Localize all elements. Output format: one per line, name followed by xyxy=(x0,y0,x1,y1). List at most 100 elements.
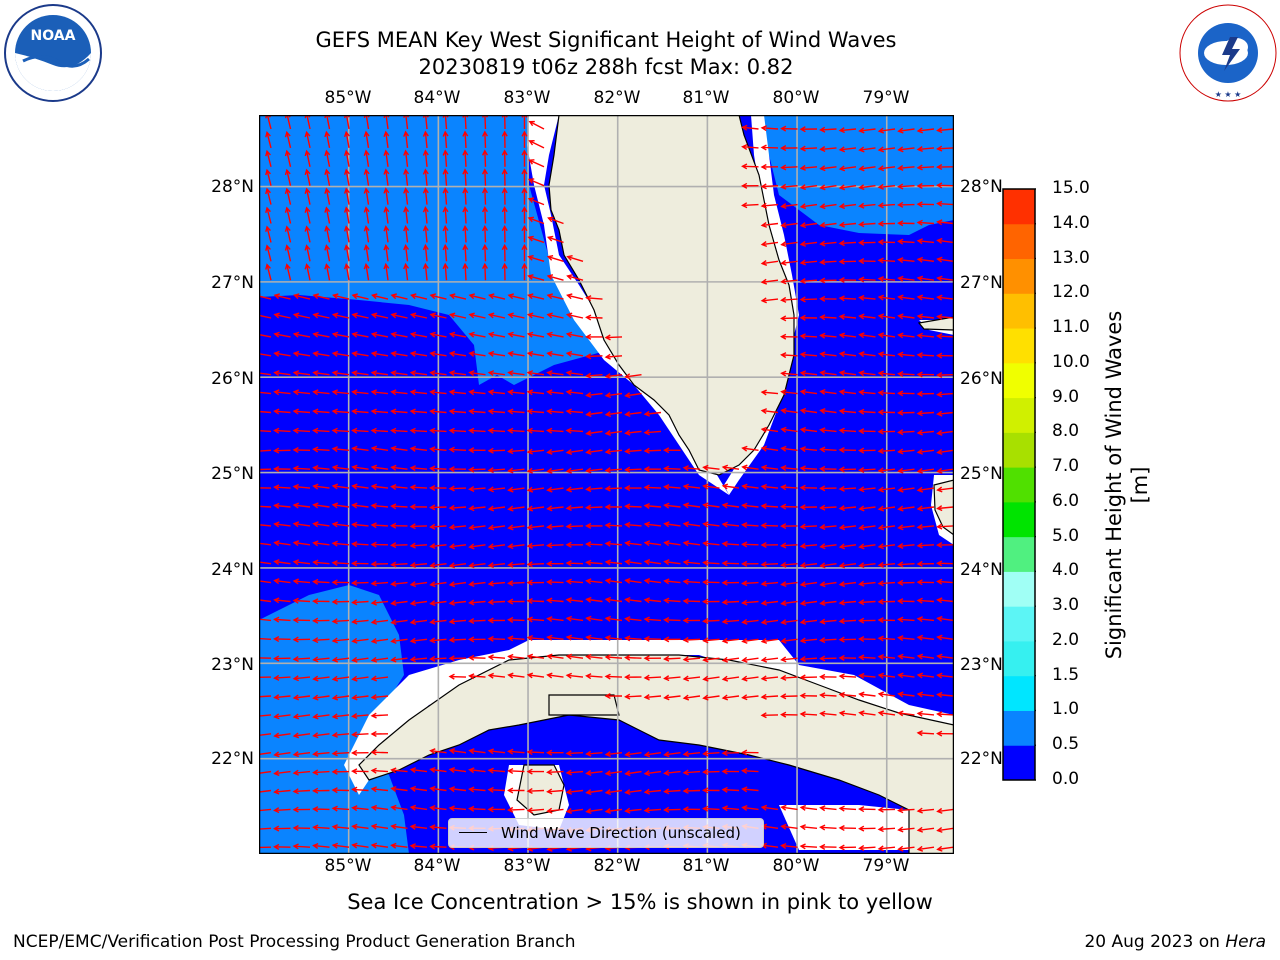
wave-arrow-head xyxy=(351,464,358,471)
wave-arrow-head xyxy=(265,168,271,176)
wave-arrow-head xyxy=(760,541,767,548)
wave-arrow-shaft xyxy=(937,846,954,851)
wave-arrow-shaft xyxy=(274,486,291,489)
wave-arrow-head xyxy=(422,130,429,137)
wave-arrow-head xyxy=(292,806,299,813)
wave-arrow-shaft xyxy=(937,202,954,206)
wave-arrow-shaft xyxy=(385,226,389,243)
wave-arrow-head xyxy=(604,411,612,418)
wave-arrow-shaft xyxy=(391,600,408,605)
wave-arrow-head xyxy=(521,262,528,269)
wave-arrow-shaft xyxy=(391,505,408,508)
wave-arrow-shaft xyxy=(606,374,623,378)
wave-arrow-head xyxy=(409,619,417,626)
wave-arrow-head xyxy=(390,389,397,396)
wave-arrow-head xyxy=(819,146,826,153)
wave-arrow-shaft xyxy=(762,279,779,283)
wave-arrow-head xyxy=(527,235,534,242)
wave-arrow-head xyxy=(663,559,670,566)
wave-arrow-head xyxy=(858,486,865,493)
wave-arrow-shaft xyxy=(333,638,350,642)
wave-arrow-head xyxy=(916,256,924,263)
wave-arrow-shaft xyxy=(859,372,876,376)
wave-arrow-head xyxy=(741,580,748,587)
wave-arrow-shaft xyxy=(489,391,506,395)
wave-arrow-head xyxy=(604,673,611,680)
wave-arrow-shaft xyxy=(313,352,330,357)
wave-arrow-head xyxy=(760,656,768,663)
wave-arrow-head xyxy=(877,826,884,833)
wave-arrow-shaft xyxy=(352,543,369,546)
wave-arrow-shaft xyxy=(424,264,428,281)
wave-arrow-shaft xyxy=(800,713,818,716)
wave-arrow-head xyxy=(521,168,528,175)
wave-arrow-shaft xyxy=(266,132,272,149)
wave-arrow-shaft xyxy=(878,449,896,453)
wave-arrow-head xyxy=(312,502,319,509)
wave-arrow-head xyxy=(760,144,767,151)
wave-arrow-shaft xyxy=(898,655,915,659)
wave-arrow-shaft xyxy=(332,752,350,755)
wave-arrow-head xyxy=(292,578,299,585)
wave-arrow-head xyxy=(741,804,748,811)
wave-arrow-shaft xyxy=(879,334,896,338)
wave-arrow-shaft xyxy=(898,693,915,697)
wave-arrow-shaft xyxy=(918,827,935,832)
wave-arrow-head xyxy=(265,244,271,251)
wave-arrow-head xyxy=(526,653,534,660)
wave-arrow-shaft xyxy=(547,808,564,812)
wave-arrow-head xyxy=(780,711,787,718)
wave-arrow-shaft xyxy=(444,188,448,205)
wave-arrow-shaft xyxy=(625,468,642,471)
wave-arrow-shaft xyxy=(664,599,681,603)
wave-arrow-shaft xyxy=(424,131,428,148)
wave-arrow-head xyxy=(877,127,885,134)
wave-arrow-head xyxy=(448,543,456,550)
wave-arrow-head xyxy=(383,244,390,251)
wave-arrow-head xyxy=(390,542,397,549)
wave-arrow-shaft xyxy=(859,222,876,226)
wave-arrow-head xyxy=(501,168,508,175)
wave-arrow-shaft xyxy=(800,335,818,338)
wave-arrow-shaft xyxy=(449,506,467,509)
wave-arrow-head xyxy=(343,244,350,251)
wave-arrow-head xyxy=(624,674,631,681)
colorbar-tick-label: 13.0 xyxy=(1052,247,1090,268)
wave-arrow-head xyxy=(390,619,397,626)
wave-arrow-head xyxy=(565,750,572,757)
wave-arrow-shaft xyxy=(352,619,369,623)
wave-arrow-head xyxy=(448,350,456,357)
wave-arrow-head xyxy=(799,259,806,266)
wave-arrow-shaft xyxy=(645,770,662,775)
wave-arrow-shaft xyxy=(586,430,603,435)
wave-arrow-head xyxy=(819,562,826,569)
wave-arrow-head xyxy=(877,617,884,624)
wave-arrow-shaft xyxy=(508,391,525,395)
wave-arrow-shaft xyxy=(352,676,369,680)
wave-arrow-shaft xyxy=(840,410,857,414)
lat-label-right: 25°N xyxy=(960,464,1003,484)
wave-arrow-head xyxy=(916,653,924,660)
wave-arrow-shaft xyxy=(547,525,564,528)
wave-arrow-head xyxy=(877,448,884,455)
wave-arrow-head xyxy=(284,168,291,176)
wave-arrow-head xyxy=(487,524,495,531)
wave-arrow-shaft xyxy=(259,618,272,622)
wave-arrow-shaft xyxy=(586,617,603,622)
wave-arrow-head xyxy=(799,523,806,530)
wave-arrow-head xyxy=(468,599,475,606)
wave-arrow-shaft xyxy=(839,487,857,490)
wave-arrow-shaft xyxy=(259,505,272,508)
wave-arrow-shaft xyxy=(313,844,330,848)
wave-arrow-head xyxy=(521,130,528,137)
wave-arrow-shaft xyxy=(333,657,350,661)
wave-arrow-head xyxy=(312,312,319,319)
wave-arrow-head xyxy=(819,370,826,377)
wave-arrow-shaft xyxy=(567,313,584,319)
wave-arrow-shaft xyxy=(898,373,915,376)
wave-arrow-head xyxy=(858,580,865,587)
colorbar-band xyxy=(1003,606,1035,642)
wave-arrow-shaft xyxy=(371,714,389,717)
wave-arrow-head xyxy=(565,370,573,377)
wave-arrow-shaft xyxy=(469,294,486,300)
